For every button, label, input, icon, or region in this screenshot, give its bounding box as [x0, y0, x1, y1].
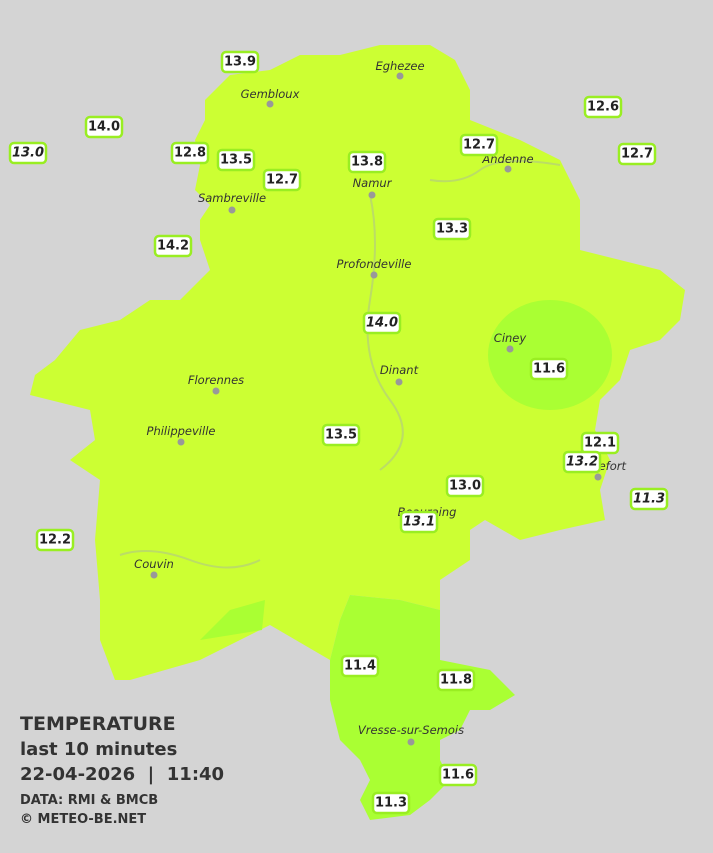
station-temp: 12.7	[266, 173, 298, 188]
station-temp: 11.3	[633, 492, 665, 507]
station-box	[262, 168, 302, 192]
legend-datetime: 22-04-2026 | 11:40	[20, 764, 224, 785]
town-name: Couvin	[134, 557, 174, 571]
town-dot	[504, 165, 512, 173]
station-temp: 13.0	[449, 479, 481, 494]
town-dot	[506, 345, 514, 353]
station-box	[35, 528, 75, 552]
town-dot	[370, 271, 378, 279]
station-box	[347, 150, 387, 174]
town-dot	[396, 72, 404, 80]
town-dot	[594, 473, 602, 481]
station-temp: 12.2	[39, 533, 71, 548]
station-temp: 12.6	[587, 100, 619, 115]
station-temp: 14.0	[366, 316, 398, 331]
town-name: Namur	[353, 176, 393, 190]
station-temp: 12.7	[463, 138, 495, 153]
station-box	[362, 311, 402, 335]
station-temp: 13.3	[436, 222, 468, 237]
river	[119, 160, 561, 569]
ciney-zone	[488, 300, 612, 410]
station-temp: 11.4	[344, 659, 376, 674]
station-temp: 11.6	[442, 768, 474, 783]
town-dot	[228, 206, 236, 214]
legend: TEMPERATURE last 10 minutes 22-04-2026 |…	[20, 713, 224, 827]
station-box	[399, 510, 439, 534]
station-temp: 13.5	[325, 428, 357, 443]
station-temp: 13.9	[224, 55, 256, 70]
station-temp: 13.8	[351, 155, 383, 170]
town-dot	[395, 378, 403, 386]
station-box	[220, 50, 260, 74]
station-box	[583, 95, 623, 119]
station-box	[438, 763, 478, 787]
town-name: Florennes	[188, 373, 244, 387]
town-name: Profondeville	[337, 257, 412, 271]
province	[30, 45, 685, 680]
town-name: Eghezee	[375, 59, 424, 73]
town-name: Philippeville	[147, 424, 216, 438]
legend-source: DATA: RMI & BMCB	[20, 793, 158, 808]
town-name: Dinant	[380, 363, 419, 377]
station-temp: 14.2	[157, 239, 189, 254]
station-box	[529, 357, 569, 381]
station-temp: 11.8	[440, 673, 472, 688]
town-name: Vresse-sur-Semois	[358, 723, 464, 737]
station-box	[321, 423, 361, 447]
station-temp: 12.7	[621, 147, 653, 162]
station-temp: 12.8	[174, 146, 206, 161]
legend-copyright: © METEO-BE.NET	[20, 812, 146, 827]
station-temp: 13.0	[12, 146, 44, 161]
town-name: Gembloux	[241, 87, 300, 101]
station-temp: 13.2	[566, 455, 598, 470]
station-box	[371, 791, 411, 815]
station-temp: 13.5	[220, 153, 252, 168]
station-temp: 12.1	[584, 436, 616, 451]
station-temp: 11.6	[533, 362, 565, 377]
station-temp: 13.1	[403, 515, 435, 530]
legend-title: TEMPERATURE	[20, 713, 176, 735]
station-box	[8, 141, 48, 165]
town-dot	[177, 438, 185, 446]
station-box	[340, 654, 380, 678]
station-box	[436, 668, 476, 692]
station-temp: 11.3	[375, 796, 407, 811]
station-box	[562, 450, 602, 474]
legend-subtitle: last 10 minutes	[20, 739, 177, 760]
town-dot	[150, 571, 158, 579]
station-box	[216, 148, 256, 172]
town-dot	[407, 738, 415, 746]
station-box	[432, 217, 472, 241]
station-temp: 14.0	[88, 120, 120, 135]
southwest-zone	[200, 600, 265, 640]
town-name: Sambreville	[198, 191, 266, 205]
station-box	[629, 487, 669, 511]
south-zone	[330, 595, 515, 820]
station-box	[617, 142, 657, 166]
town-name: Ciney	[494, 331, 527, 345]
station-box	[153, 234, 193, 258]
station-box	[459, 133, 499, 157]
station-box	[170, 141, 210, 165]
town-dot	[266, 100, 274, 108]
town-dot	[368, 191, 376, 199]
station-box	[445, 474, 485, 498]
station-box	[84, 115, 124, 139]
town-dot	[212, 387, 220, 395]
